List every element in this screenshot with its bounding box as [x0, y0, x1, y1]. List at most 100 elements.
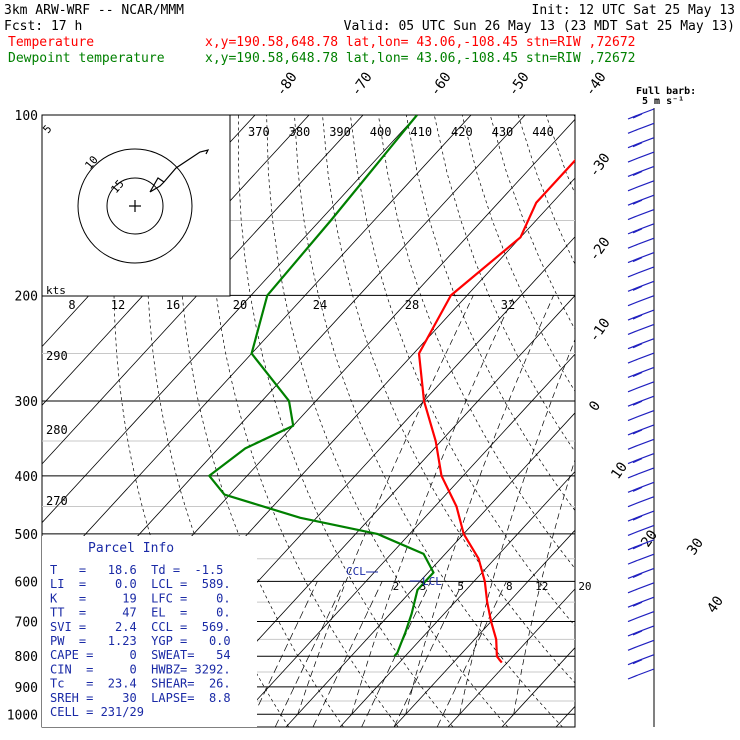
wind-barb-flag: [627, 602, 639, 608]
wind-barb-flag: [627, 588, 639, 594]
hodograph-ring: [77, 148, 193, 264]
wind-barb-flag: [627, 617, 639, 623]
hodograph-speed-label: 16: [166, 298, 180, 312]
wind-barb: [627, 668, 655, 680]
temperature-location: x,y=190.58,648.78 lat,lon= 43.06,-108.45…: [205, 35, 635, 50]
isotherm-line: [664, 115, 740, 727]
pressure-tick-label: 300: [15, 395, 38, 410]
isotherm-tick-label: -70: [348, 69, 376, 99]
isotherm-tick-label: 10: [608, 459, 631, 482]
dry-adiabat: [378, 115, 575, 570]
wind-barb-flag: [627, 358, 639, 364]
theta-tick-label: 420: [451, 125, 473, 139]
wind-barb: [627, 481, 655, 493]
dry-adiabat: [489, 115, 575, 330]
hodograph-speed-label: 12: [111, 298, 125, 312]
wind-barb-flag: [627, 272, 639, 278]
wind-barb-flag: [627, 258, 639, 264]
wind-barb: [627, 151, 655, 163]
wind-barb: [627, 395, 655, 407]
moist-adiabat: [351, 295, 515, 715]
wind-barb-staff: [637, 381, 655, 389]
dry-adiabat: [714, 115, 740, 727]
wind-barb-flag: [632, 659, 643, 665]
theta-side-label: 270: [46, 494, 68, 508]
pressure-tick-label: 500: [15, 528, 38, 543]
dry-adiabat: [686, 115, 740, 727]
wind-barb-flag: [632, 630, 643, 636]
mixing-ratio-line: [312, 581, 383, 727]
mixing-ratio-label: 5: [457, 580, 464, 593]
hodograph-ring: [106, 177, 164, 235]
wind-barb-flag: [627, 301, 639, 307]
isotherm-tick-label: -10: [586, 315, 614, 345]
mixing-ratio-label: 2: [393, 580, 400, 593]
dry-adiabat: [238, 115, 454, 727]
wind-barb-flag: [627, 186, 639, 192]
wind-barb-staff: [637, 467, 655, 475]
pressure-tick-label: 900: [15, 681, 38, 696]
wind-barb-flag: [627, 545, 639, 551]
wind-barb-staff: [637, 553, 655, 561]
hodograph-speed-label: 8: [68, 298, 75, 312]
wind-barb: [627, 180, 655, 192]
mixing-ratio-line: [361, 581, 432, 727]
wind-barb: [627, 208, 655, 221]
wind-barb-flag: [627, 387, 639, 393]
dry-adiabat: [658, 115, 740, 727]
wind-barb: [627, 467, 655, 479]
mixing-ratio-label: 20: [578, 580, 591, 593]
theta-tick-label: 380: [289, 125, 311, 139]
isotherm-tick-label: -80: [273, 69, 301, 99]
hodograph-unit-label: kts: [46, 284, 66, 297]
wind-barb-flag: [632, 343, 643, 349]
wind-barb-flag: [627, 459, 639, 465]
wind-barb-flag: [627, 502, 639, 508]
pressure-tick-label: 600: [15, 575, 38, 590]
mixing-ratio-line: [393, 581, 464, 727]
wind-barb-flag: [632, 113, 643, 119]
isotherm-line: [393, 529, 575, 727]
pressure-tick-label: 200: [15, 289, 38, 304]
wind-barb: [627, 567, 655, 580]
init-time: Init: 12 UTC Sat 25 May 13: [532, 3, 736, 18]
dry-adiabat: [322, 115, 575, 684]
moist-adiabat: [513, 458, 575, 715]
wind-barb-staff: [637, 496, 655, 504]
wind-barb: [627, 323, 655, 335]
parcel-info-row: SREH = 30 LAPSE= 8.8: [50, 691, 231, 705]
wind-barb-staff: [637, 668, 655, 676]
wind-barb-panel: [627, 108, 655, 727]
parcel-info-title: Parcel Info: [88, 541, 174, 556]
moist-adiabat: [459, 338, 575, 715]
parcel-info-row: CIN = 0 HWBZ= 3292.: [50, 662, 231, 676]
forecast-hour: Fcst: 17 h: [4, 19, 82, 34]
wind-barb-staff: [637, 151, 655, 159]
wind-barb: [627, 424, 655, 436]
dewpoint-location: x,y=190.58,648.78 lat,lon= 43.06,-108.45…: [205, 51, 635, 66]
wind-barb-flag: [632, 601, 643, 607]
wind-barb: [627, 582, 655, 594]
dry-adiabat: [461, 115, 575, 392]
hodograph-speed-label: 24: [313, 298, 327, 312]
wind-barb: [627, 137, 655, 149]
dry-adiabat: [405, 115, 575, 512]
wind-barb-staff: [637, 582, 655, 590]
theta-tick-label: 400: [370, 125, 392, 139]
parcel-info-row: T = 18.6 Td = -1.5: [50, 563, 223, 577]
wind-barb-flag: [632, 371, 643, 378]
wind-barb-flag: [627, 229, 639, 235]
wind-barb-staff: [637, 237, 655, 245]
wind-barb-flag: [627, 286, 639, 292]
wind-barb-flag: [632, 170, 643, 176]
isotherm-line: [339, 470, 575, 727]
theta-tick-label: 410: [410, 125, 432, 139]
wind-barb: [627, 381, 655, 393]
wind-barb: [627, 352, 655, 364]
wind-barb: [627, 194, 655, 206]
mixing-ratio-line: [247, 581, 318, 727]
wind-barb-staff: [637, 295, 655, 303]
header: 3km ARW-WRF -- NCAR/MMM Init: 12 UTC Sat…: [4, 3, 735, 66]
